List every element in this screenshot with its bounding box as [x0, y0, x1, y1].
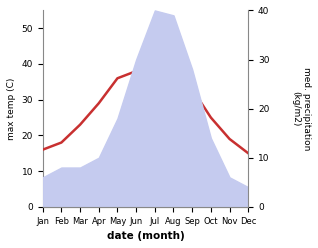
Y-axis label: med. precipitation
(kg/m2): med. precipitation (kg/m2)	[292, 67, 311, 150]
Y-axis label: max temp (C): max temp (C)	[7, 77, 16, 140]
X-axis label: date (month): date (month)	[107, 231, 184, 241]
